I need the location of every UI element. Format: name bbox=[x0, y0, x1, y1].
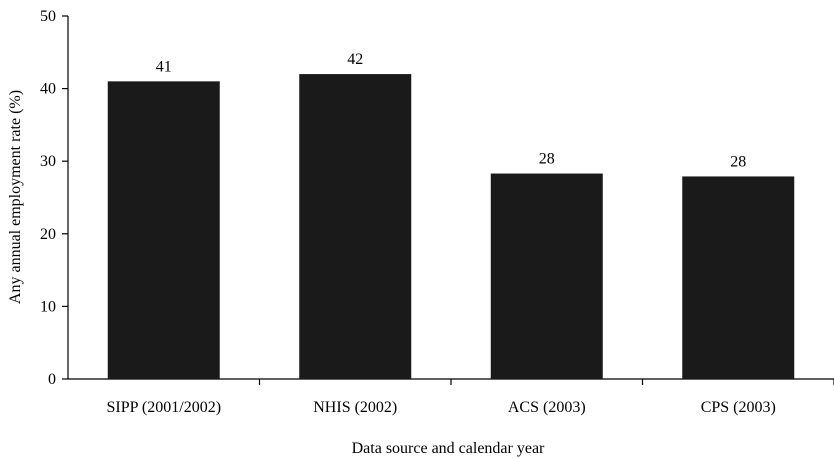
x-category-label: ACS (2003) bbox=[508, 399, 586, 416]
bar bbox=[682, 176, 795, 379]
y-axis-title: Any annual employment rate (%) bbox=[7, 90, 24, 304]
bar bbox=[299, 74, 412, 379]
x-category-label: SIPP (2001/2002) bbox=[106, 399, 221, 416]
x-category-label: NHIS (2002) bbox=[313, 399, 397, 416]
bar-data-label: 28 bbox=[730, 153, 746, 170]
bar bbox=[107, 81, 220, 379]
x-axis: SIPP (2001/2002) NHIS (2002) ACS (2003) CPS… bbox=[68, 378, 834, 416]
y-tick-label: 30 bbox=[40, 153, 56, 170]
y-tick-label: 0 bbox=[48, 371, 56, 388]
y-tick-label: 40 bbox=[40, 81, 56, 98]
y-axis: 0 10 20 30 40 50 bbox=[40, 8, 69, 388]
y-tick-label: 10 bbox=[40, 298, 56, 315]
bar-data-label: 28 bbox=[539, 151, 555, 168]
bar-data-label: 41 bbox=[156, 58, 172, 75]
data-labels: 41 42 28 28 bbox=[156, 51, 747, 170]
y-tick-label: 50 bbox=[40, 8, 56, 25]
x-category-label: CPS (2003) bbox=[701, 399, 776, 416]
bar-data-label: 42 bbox=[347, 51, 363, 68]
x-axis-title: Data source and calendar year bbox=[352, 440, 545, 457]
y-tick-label: 20 bbox=[40, 226, 56, 243]
bars bbox=[107, 74, 795, 379]
bar bbox=[490, 173, 603, 379]
